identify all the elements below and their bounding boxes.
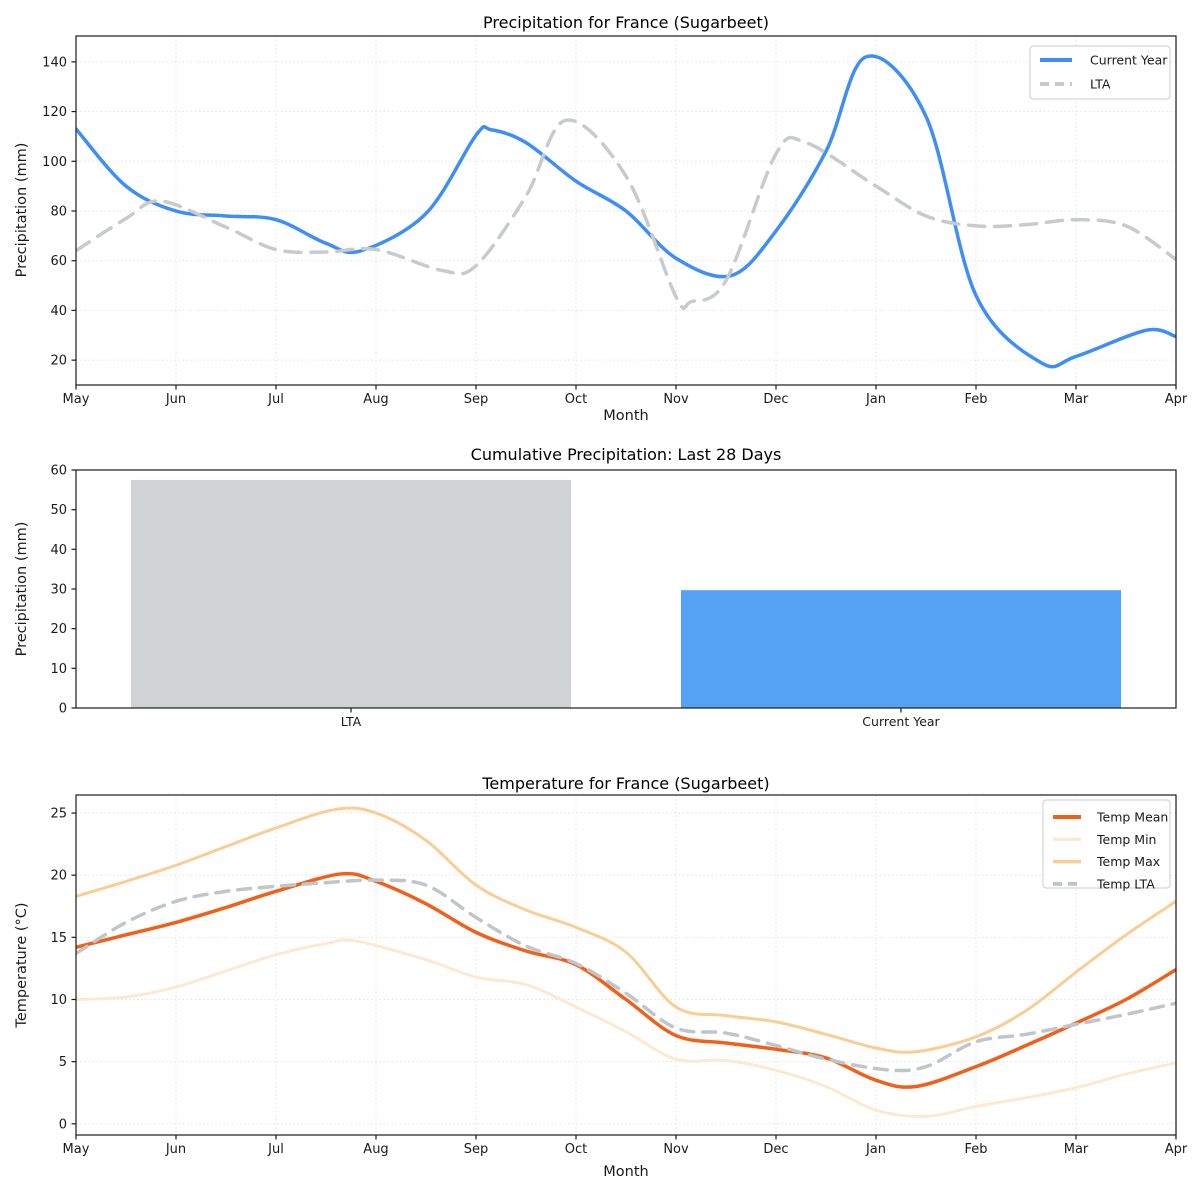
y-tick-label: 60 [50,254,67,269]
y-tick-label: 0 [59,1117,67,1132]
tick-labels: 20 40 60 80 100 120 140 May Jun Jul Aug Sep Oct Nov De… [42,55,1188,407]
legend-label: Temp Mean [1096,810,1168,825]
series-temp-mean [76,871,1176,1089]
legend: Temp Mean Temp Min Temp Max Temp LTA [1042,799,1171,891]
x-tick-label: Aug [363,392,388,407]
legend-label: Current Year [1090,53,1168,68]
precipitation-line-chart: Precipitation for France (Sugarbeet) Pre… [0,0,1200,440]
y-tick-label: 10 [50,662,67,677]
x-tick-label: Mar [1064,1142,1089,1157]
precipitation-chart-title: Precipitation for France (Sugarbeet) [483,13,769,32]
bars-group [131,479,1121,708]
x-tick-label: May [63,1142,90,1157]
precipitation-x-axis-label: Month [603,408,649,424]
legend-label: LTA [1090,77,1111,92]
category-labels: LTA Current Year [341,714,941,729]
legend-label: Temp Max [1096,854,1160,869]
temperature-chart-title: Temperature for France (Sugarbeet) [482,774,770,793]
x-tick-label: Jun [165,1142,186,1157]
y-tick-label: 140 [42,55,67,70]
series-temp-max [76,806,1176,1054]
x-tick-label: Mar [1064,392,1089,407]
axis-tick-marks [71,812,1177,1140]
x-tick-label: Sep [464,1142,489,1157]
temperature-plot-area: 0 5 10 15 20 25 May Jun Jul Aug Sep Oct Nov Dec Jan Feb… [50,794,1188,1157]
y-tick-label: 10 [50,993,67,1008]
series-group [76,806,1176,1118]
series-temp-min [76,938,1176,1118]
y-tick-label: 40 [50,543,67,558]
y-tick-label: 40 [50,304,67,319]
tick-labels: 0 5 10 15 20 25 May Jun Jul Aug Sep Oct Nov Dec Jan Feb… [50,807,1187,1157]
y-tick-label: 80 [50,204,67,219]
y-tick-label: 100 [42,155,67,170]
x-tick-label: Aug [363,1142,388,1157]
cumulative-chart-title: Cumulative Precipitation: Last 28 Days [470,445,782,464]
y-tick-label: 20 [50,354,67,369]
temperature-x-axis-label: Month [603,1164,649,1180]
legend: Current Year LTA [1029,45,1171,100]
cumulative-plot-area: 0 10 20 30 40 50 60 LTA Current Year [50,464,1177,729]
precipitation-plot-area: 20 40 60 80 100 120 140 May Jun Jul Aug Sep Oct Nov De… [42,35,1188,407]
cumulative-precipitation-bar-chart: Cumulative Precipitation: Last 28 Days P… [0,440,1200,770]
x-tick-label: Apr [1165,1142,1188,1157]
series-lta [76,118,1176,310]
temperature-line-chart: Temperature for France (Sugarbeet) Tempe… [0,770,1200,1200]
x-tick-label: May [63,392,90,407]
series-current-year [76,54,1176,369]
legend-label: Temp Min [1096,832,1156,847]
bar-current-year [681,590,1121,708]
y-tick-label: 25 [50,807,67,822]
series-group [76,54,1176,369]
legend-box [1042,799,1171,889]
x-tick-label: Sep [464,392,489,407]
x-tick-label: Oct [565,392,587,407]
x-tick-label: Oct [565,1142,587,1157]
bar-lta [131,479,571,708]
y-tick-label: 5 [59,1055,67,1070]
y-tick-label: 0 [59,702,67,717]
category-label: LTA [341,714,362,729]
x-tick-label: Jun [165,392,186,407]
x-tick-label: Jul [267,392,284,407]
x-tick-label: Jan [865,392,886,407]
plot-border [75,794,1177,1136]
x-tick-label: Jul [267,1142,284,1157]
tick-labels: 0 10 20 30 40 50 60 [50,464,67,717]
x-tick-label: Nov [663,1142,689,1157]
category-tick-marks [350,708,902,713]
y-tick-label: 30 [50,583,67,598]
legend-label: Temp LTA [1096,876,1155,891]
x-tick-label: Jan [865,1142,886,1157]
y-tick-label: 120 [42,105,67,120]
category-label: Current Year [862,714,940,729]
x-tick-label: Nov [663,392,689,407]
series-temp-lta [76,878,1176,1073]
y-tick-label: 15 [50,931,67,946]
y-tick-label: 60 [50,464,67,479]
y-tick-label: 20 [50,622,67,637]
axis-tick-marks [71,61,1177,390]
axis-tick-marks [71,469,76,709]
x-tick-label: Feb [964,1142,987,1157]
x-tick-label: Feb [964,392,987,407]
x-tick-label: Apr [1165,392,1188,407]
x-tick-label: Dec [763,392,788,407]
y-tick-label: 20 [50,869,67,884]
y-tick-label: 50 [50,503,67,518]
x-tick-label: Dec [763,1142,788,1157]
